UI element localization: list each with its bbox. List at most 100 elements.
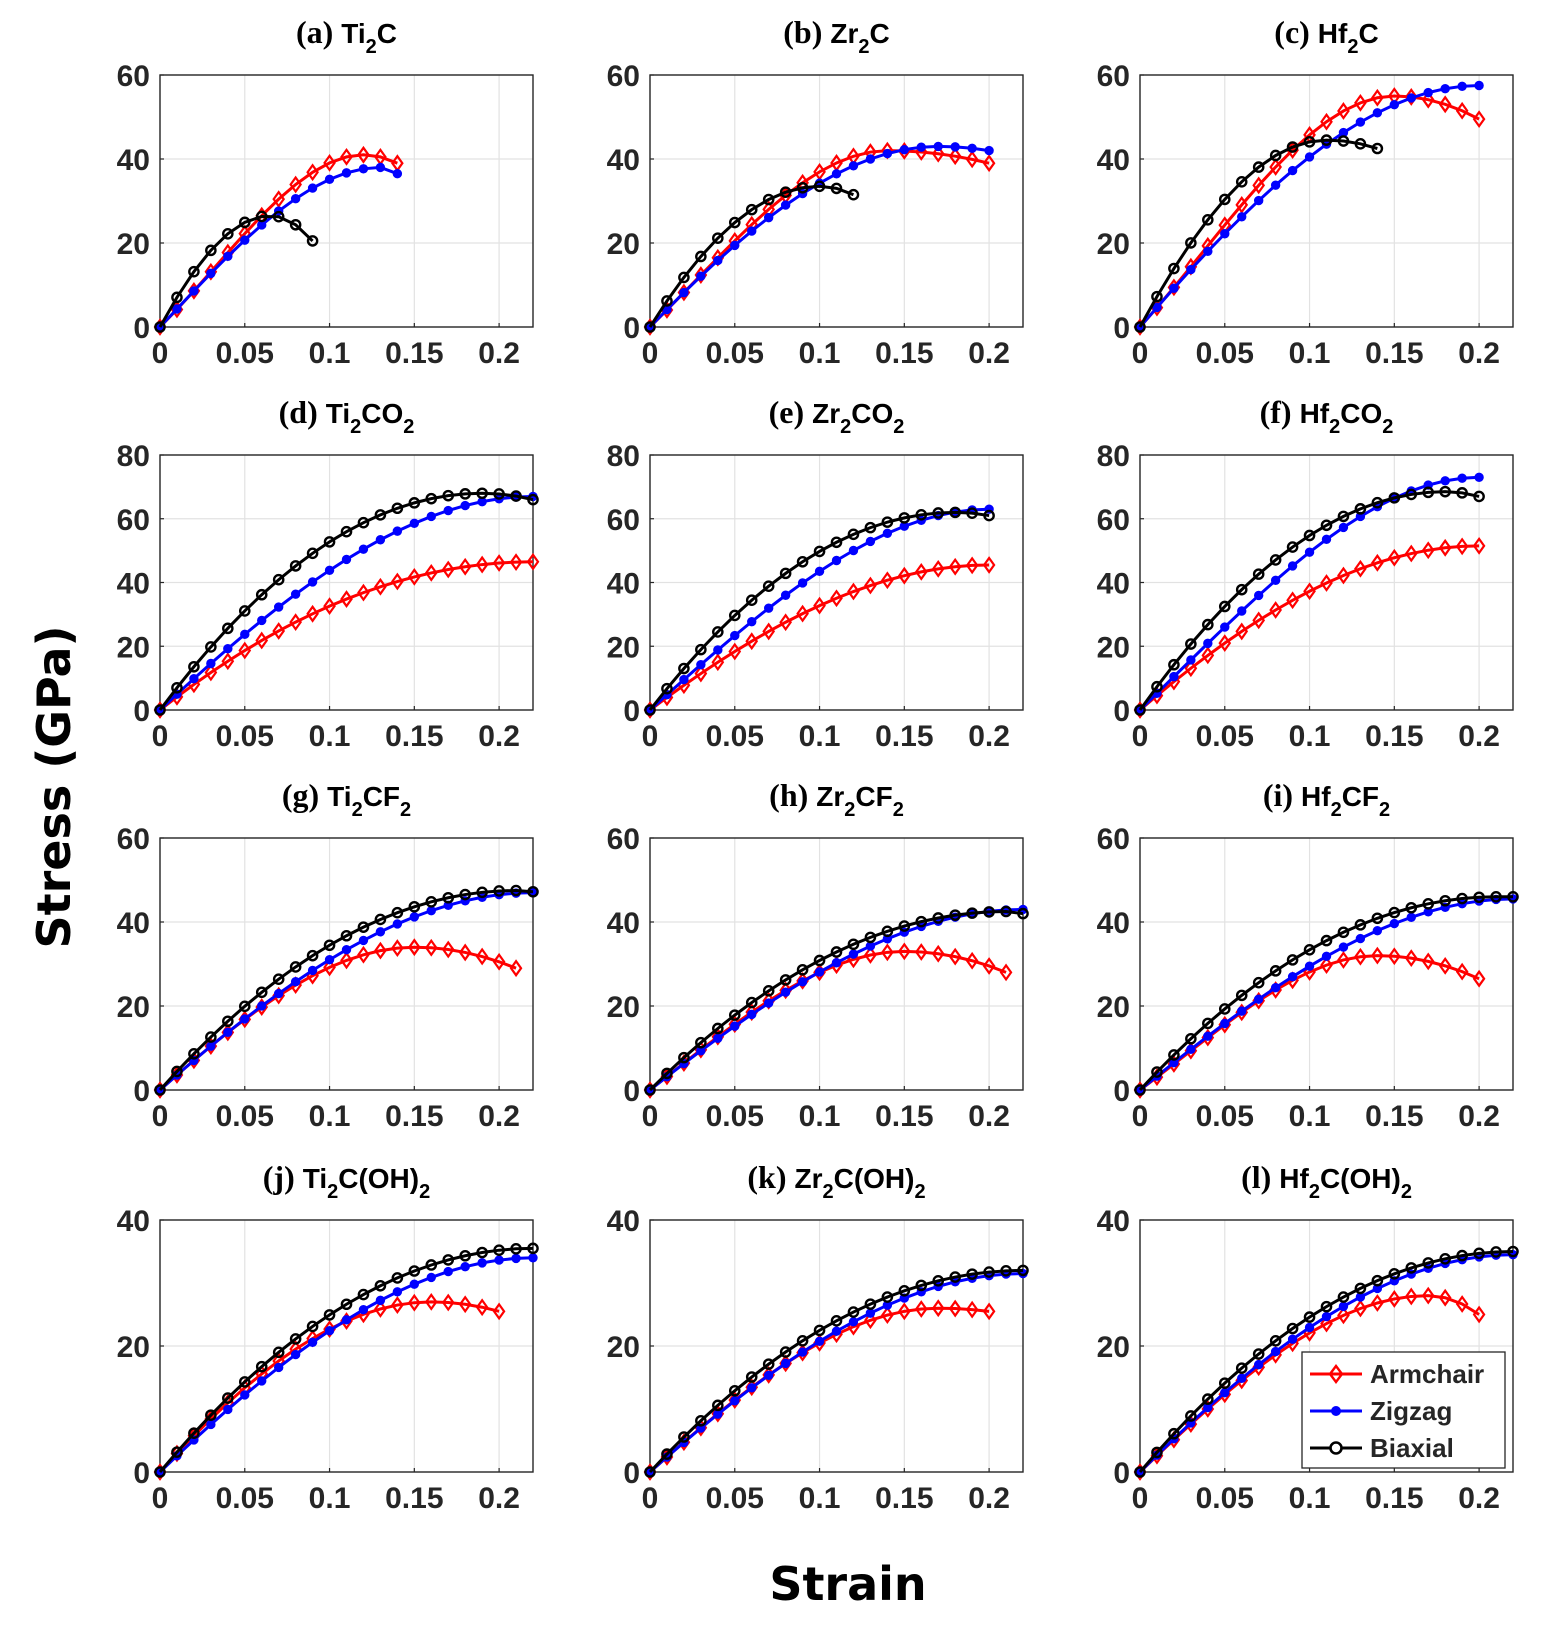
x-tick-label: 0: [152, 1482, 169, 1515]
series-group: [643, 141, 996, 336]
point-zigzag: [933, 141, 943, 152]
y-tick-label: 20: [607, 631, 640, 664]
point-armchair: [1303, 582, 1316, 601]
point-biaxial: [1235, 175, 1248, 188]
point-biaxial: [983, 906, 995, 918]
panel-title: (h) Zr2CF2: [769, 777, 904, 821]
point-biaxial: [306, 547, 319, 560]
point-armchair: [357, 945, 370, 964]
point-zigzag: [307, 183, 318, 193]
point-zigzag: [290, 193, 301, 204]
point-zigzag: [307, 965, 318, 976]
point-zigzag: [882, 148, 893, 159]
point-armchair: [458, 1295, 472, 1314]
panel-title: (a) Ti2C: [296, 14, 397, 58]
point-biaxial: [1337, 926, 1350, 939]
point-biaxial: [1151, 680, 1163, 693]
x-tick-label: 0: [642, 337, 659, 370]
point-biaxial: [1354, 1282, 1367, 1295]
point-biaxial: [306, 1320, 319, 1333]
point-biaxial: [1337, 135, 1350, 147]
point-armchair: [1320, 574, 1333, 592]
y-tick-label: 40: [607, 568, 640, 601]
point-zigzag: [307, 1337, 318, 1348]
y-tick-label: 40: [607, 1205, 640, 1238]
x-tick-label: 0.1: [799, 1482, 841, 1515]
point-armchair: [931, 144, 945, 163]
point-zigzag: [1440, 476, 1450, 486]
point-zigzag: [1203, 638, 1213, 649]
point-armchair: [1387, 947, 1401, 966]
point-armchair: [492, 1302, 506, 1321]
point-biaxial: [661, 295, 673, 307]
point-biaxial: [813, 545, 826, 558]
axes-box: [649, 837, 1024, 1091]
point-biaxial: [1490, 891, 1502, 903]
point-biaxial: [796, 181, 809, 194]
y-tick-label: 60: [1097, 60, 1130, 93]
x-tick-label: 0.05: [706, 1100, 764, 1133]
point-zigzag: [1169, 283, 1179, 293]
series-group: [153, 145, 404, 336]
series-group: [153, 487, 540, 719]
point-armchair: [914, 562, 928, 581]
x-tick-label: 0.2: [968, 1100, 1010, 1133]
panel-a: 0 0.05 0.1 0.15 0.2 0 20 40 60 (a) Ti2C: [117, 14, 534, 370]
point-zigzag: [848, 161, 859, 171]
y-tick-label: 40: [1097, 568, 1130, 601]
point-armchair: [1404, 544, 1418, 563]
point-zigzag: [1270, 575, 1281, 586]
series-line-biaxial: [648, 184, 854, 328]
point-armchair: [509, 959, 523, 978]
point-zigzag: [1304, 1322, 1315, 1333]
point-biaxial: [932, 507, 945, 519]
point-armchair: [1184, 659, 1198, 678]
point-biaxial: [1371, 1274, 1384, 1287]
point-biaxial: [1405, 1262, 1418, 1274]
point-biaxial: [1320, 934, 1333, 947]
x-tick-label: 0.2: [478, 337, 520, 370]
point-zigzag: [273, 988, 284, 999]
panel-j: 0 0.05 0.1 0.15 0.2 0 20 40 (j) Ti2C(OH)2: [117, 1159, 539, 1515]
point-biaxial: [1439, 485, 1451, 498]
point-zigzag: [780, 590, 791, 600]
point-armchair: [982, 1302, 996, 1321]
y-tick-label: 60: [117, 823, 150, 856]
point-biaxial: [1000, 905, 1012, 918]
axes-box: [649, 74, 1024, 328]
point-armchair: [1421, 90, 1435, 109]
y-tick-label: 60: [607, 504, 640, 537]
point-biaxial: [695, 643, 707, 656]
point-biaxial: [1202, 214, 1214, 226]
point-biaxial: [678, 1431, 690, 1443]
point-armchair: [830, 589, 843, 608]
point-zigzag: [290, 976, 301, 987]
point-biaxial: [154, 321, 166, 333]
point-biaxial: [1202, 1017, 1214, 1030]
point-armchair: [289, 175, 302, 194]
point-biaxial: [272, 1346, 285, 1359]
point-zigzag: [747, 1009, 757, 1020]
point-biaxial: [374, 509, 387, 521]
point-biaxial: [779, 974, 792, 986]
point-biaxial: [205, 1409, 217, 1421]
point-zigzag: [240, 629, 250, 640]
y-tick-label: 40: [1097, 144, 1130, 177]
x-tick-label: 0.1: [799, 720, 841, 753]
point-zigzag: [730, 1396, 740, 1406]
point-biaxial: [1151, 1446, 1163, 1459]
series-group: [153, 1242, 539, 1481]
point-armchair: [458, 557, 472, 576]
y-tick-label: 0: [133, 312, 150, 345]
point-biaxial: [1388, 492, 1401, 504]
point-biaxial: [272, 210, 285, 223]
point-biaxial: [847, 188, 860, 201]
y-axis-title: Stress (GPa): [27, 625, 81, 948]
point-armchair: [424, 564, 438, 582]
point-biaxial: [678, 1051, 690, 1064]
point-biaxial: [1371, 912, 1384, 925]
point-biaxial: [728, 1384, 741, 1397]
point-zigzag: [865, 536, 876, 547]
point-biaxial: [1354, 503, 1367, 515]
point-armchair: [999, 963, 1013, 982]
